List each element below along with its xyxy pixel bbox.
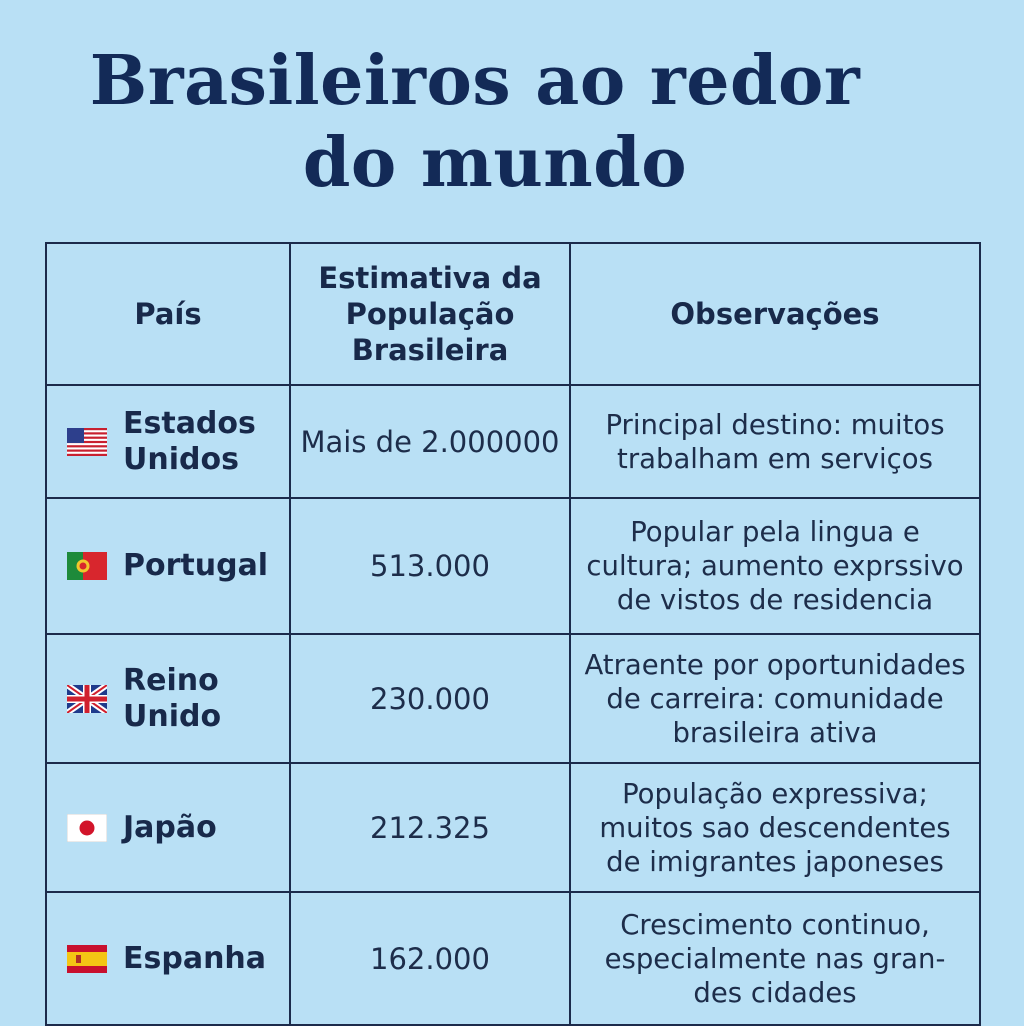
usa-flag-icon [67,427,107,456]
table-row: Espanha 162.000 Crescimento continuo, es… [45,891,981,1026]
spain-flag-icon [67,944,107,973]
country-name: Portugal [123,548,269,583]
notes-text: Crescimento continuo, especialmente nas … [569,891,981,1026]
title-line-2: do mundo [302,123,688,203]
header-country: País [45,242,291,386]
notes-text-content: População expressiva; muitos sao descend… [599,777,951,878]
header-notes: Observações [569,242,981,386]
japan-flag-icon [67,813,107,842]
portugal-flag-icon [67,552,107,580]
table-row: Reino Unido 230.000 Atraente por oportun… [45,633,981,764]
notes-text-content: Atraente por oportunidades de carreira: … [584,648,966,749]
notes-text-content: Popular pela lingua e cultura; aumento e… [586,516,964,616]
notes-text: Principal destino: muitos trabalham em s… [569,384,981,499]
country-name: Espanha [123,940,267,976]
population-value: 162.000 [289,891,571,1026]
country-cell: Estados Unidos [45,384,291,499]
notes-text-content: Crescimento continuo, especialmente nas … [604,908,946,1009]
table-row: Portugal 513.000 Popular pela lingua e c… [45,497,981,635]
country-name: Japão [123,809,217,845]
table-header-row: País Estimativa da População Brasileira … [45,242,981,386]
notes-text: Popular pela lingua e cultura; aumento e… [569,497,981,635]
page-title: Brasileiros ao redor do mundo [0,40,950,204]
country-cell: Japão [45,762,291,893]
header-population: Estimativa da População Brasileira [289,242,571,386]
brazilians-table: País Estimativa da População Brasileira … [45,242,981,1026]
title-line-1: Brasileiros ao redor [89,41,861,121]
notes-text-content: Principal destino: muitos trabalham em s… [605,408,945,475]
country-name: Estados Unidos [123,405,256,477]
header-population-label: Estimativa da População Brasileira [318,261,542,367]
population-value: 513.000 [289,497,571,635]
table-row: Estados Unidos Mais de 2.000000 Principa… [45,384,981,499]
population-value: Mais de 2.000000 [289,384,571,499]
uk-flag-icon [67,684,107,713]
country-name: Reino Unido [123,662,222,734]
notes-text: População expressiva; muitos sao descend… [569,762,981,893]
population-value: 230.000 [289,633,571,764]
country-cell: Espanha [45,891,291,1026]
notes-text: Atraente por oportunidades de carreira: … [569,633,981,764]
country-cell: Portugal [45,497,291,635]
country-cell: Reino Unido [45,633,291,764]
population-value: 212.325 [289,762,571,893]
table-row: Japão 212.325 População expressiva; muit… [45,762,981,893]
